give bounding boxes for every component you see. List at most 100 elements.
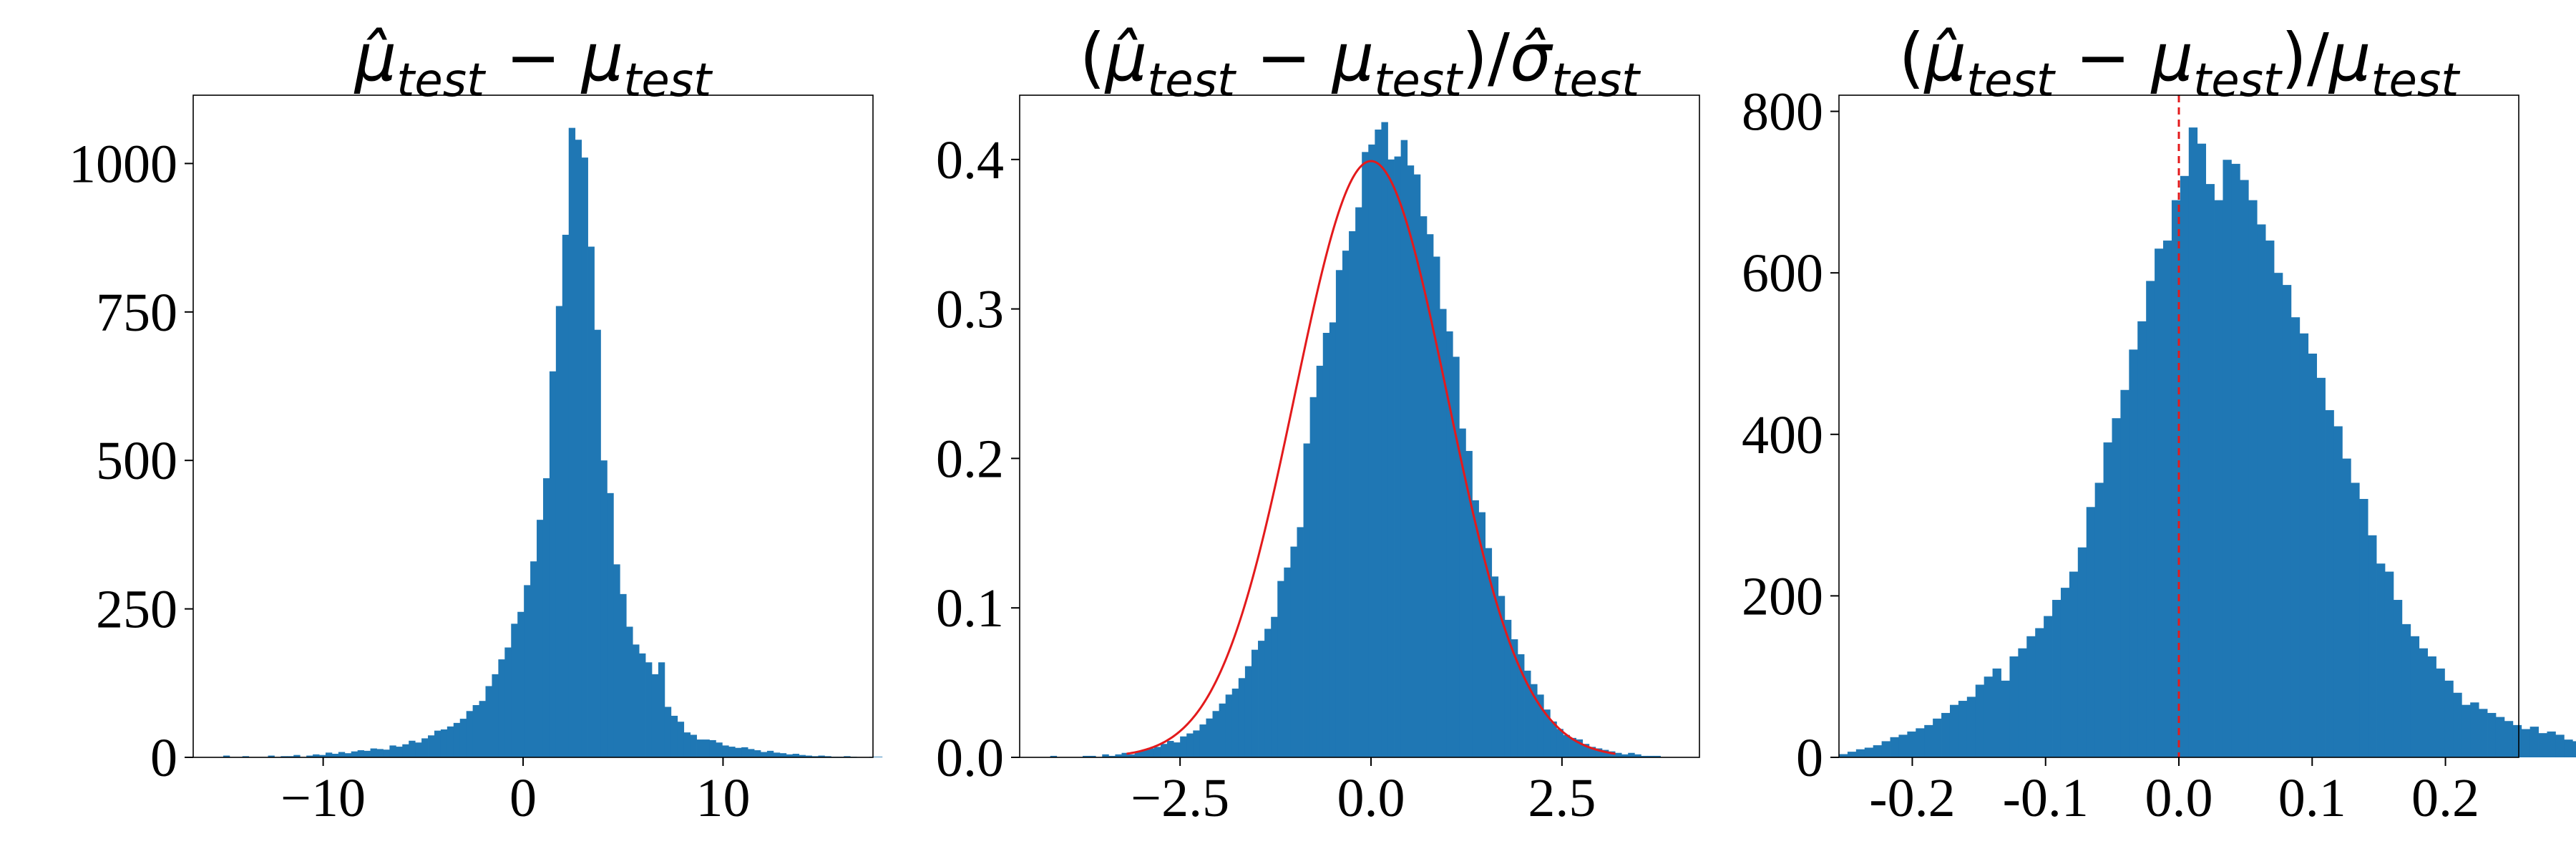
panel-1-title-part-4: test [623,54,713,107]
panel-2-bar-46 [1349,231,1356,757]
panel-3-bar-14 [1958,701,1968,757]
panel-2-title-part-2: test [1147,54,1237,107]
panel-3-bar-20 [2009,656,2019,757]
panel-2-bar-42 [1322,333,1330,757]
panel-1-bar-93 [818,755,825,757]
panel-1-bar-54 [568,127,576,757]
panel-2-bar-0 [1050,755,1058,757]
panel-1-bar-64 [633,644,640,757]
panel-2-bar-90 [1634,754,1641,757]
panel-1-bar-68 [658,662,665,757]
panel-3-bar-9 [1916,728,1925,757]
panel-3-bar-64 [2384,571,2394,757]
panel-3-bar-79 [2512,724,2522,757]
panel-1-title-part-3: μ [580,19,624,96]
panel-2-bar-29 [1238,678,1246,757]
panel-1-bar-88 [786,754,794,757]
panel-1-ytick-label-1: 250 [96,580,177,640]
panel-3-bar-73 [2462,704,2471,757]
panel-1-xtick-label-2: 10 [696,768,750,828]
panel-3-bar-54 [2299,333,2309,757]
panel-3-bar-67 [2410,636,2420,757]
panel-2-bar-36 [1284,567,1291,757]
panel-3-bar-59 [2342,458,2351,757]
panel-2-bar-57 [1420,216,1428,757]
panel-3-xtick-label-1: -0.1 [2003,768,2089,828]
panel-3-bar-37 [2155,248,2164,758]
panel-2-bar-27 [1225,694,1233,757]
panel-1-bar-35 [447,726,454,757]
panel-2-axes-frame [1019,94,1700,758]
panel-3-bar-49 [2257,224,2266,757]
panel-1-bar-97 [844,756,851,757]
panel-2-bar-71 [1511,639,1518,757]
panel-1-y-ticks: 0 250 500 750 1000 [69,134,193,788]
panel-2-bar-26 [1219,703,1226,757]
panel-2-bars [1050,122,1661,758]
panel-1-bars [223,127,883,758]
panel-2-bar-35 [1277,581,1284,757]
panel-1-bar-17 [331,754,339,757]
panel-1-bar-87 [779,753,787,757]
panel-2-ytick-label-0: 0.0 [936,728,1004,788]
panel-1-bar-7 [268,755,275,757]
panel-1-bar-47 [524,585,531,757]
panel-1-bar-74 [696,739,703,757]
panel-3-bar-43 [2205,184,2215,758]
panel-3-title-part-3: − [2054,19,2152,96]
panel-3-bar-18 [1992,668,2001,757]
panel-1-bar-83 [754,750,761,757]
panel-3-bar-76 [2487,712,2497,757]
panel-3-ytick-label-1: 200 [1742,566,1823,626]
panel-3-bar-72 [2453,692,2462,757]
panel-2-bar-80 [1569,737,1577,757]
panel-3-bar-74 [2470,702,2479,757]
panel-1-bar-67 [651,674,659,757]
panel-2-title-part-6: )/ [1462,19,1510,96]
panel-3-bar-70 [2436,668,2445,757]
panel-3-bar-28 [2077,547,2087,757]
panel-3-bar-48 [2248,200,2258,757]
panel-2-bar-25 [1212,711,1219,757]
panel-3-xtick-label-0: -0.2 [1869,768,1955,828]
panel-3-title-part-5: test [2193,54,2283,107]
panel-3-bar-50 [2265,241,2275,757]
panel-2-bar-89 [1628,752,1635,757]
panel-3-bar-47 [2240,180,2249,757]
panel-3-bar-12 [1941,712,1951,757]
panel-1-bar-59 [600,460,608,757]
panel-1-bar-50 [542,478,550,757]
panel-3-bar-22 [2026,636,2036,757]
panel-1-bar-92 [811,756,819,757]
panel-3-bar-35 [2137,321,2147,758]
panel-3-bar-5 [1881,741,1890,757]
panel-2-bar-21 [1186,733,1194,757]
panel-3-bar-84 [2555,734,2565,757]
panel-1-bar-21 [357,750,365,757]
panel-1-bar-23 [370,748,377,757]
panel-2-bar-72 [1517,654,1525,757]
panel-3-bar-13 [1949,704,1959,757]
panel-1-bar-73 [690,734,697,757]
panel-1-bar-69 [664,707,672,757]
panel-2-bar-38 [1297,527,1304,757]
panel-3-bar-34 [2129,349,2138,758]
panel-2: −2.5 0.0 2.5 0.00.10.20.30.4 (μ̂test − μte… [936,19,1700,828]
panel-3-bar-11 [1933,718,1942,757]
panel-1-bar-34 [440,729,448,757]
panel-1-bar-10 [287,756,294,757]
panel-2-bar-22 [1193,730,1200,757]
panel-2-x-ticks: −2.5 0.0 2.5 [1131,757,1596,828]
panel-2-y-ticks: 0.0 0.1 0.2 0.3 0.4 [936,130,1020,788]
panel-3-bar-63 [2376,563,2386,757]
panel-3-ytick-label-3: 600 [1742,243,1823,304]
panel-1-bar-45 [511,623,518,757]
panel-1-bar-58 [594,329,601,757]
panel-3-bar-75 [2479,709,2488,757]
panel-2-bar-43 [1329,322,1337,757]
panel-3-bar-19 [2001,680,2010,757]
panel-2-title: (μ̂test − μtest)/σ̂test [1080,19,1641,107]
panel-1-bar-71 [677,722,685,757]
panel-1-title-part-2: − [484,19,582,96]
